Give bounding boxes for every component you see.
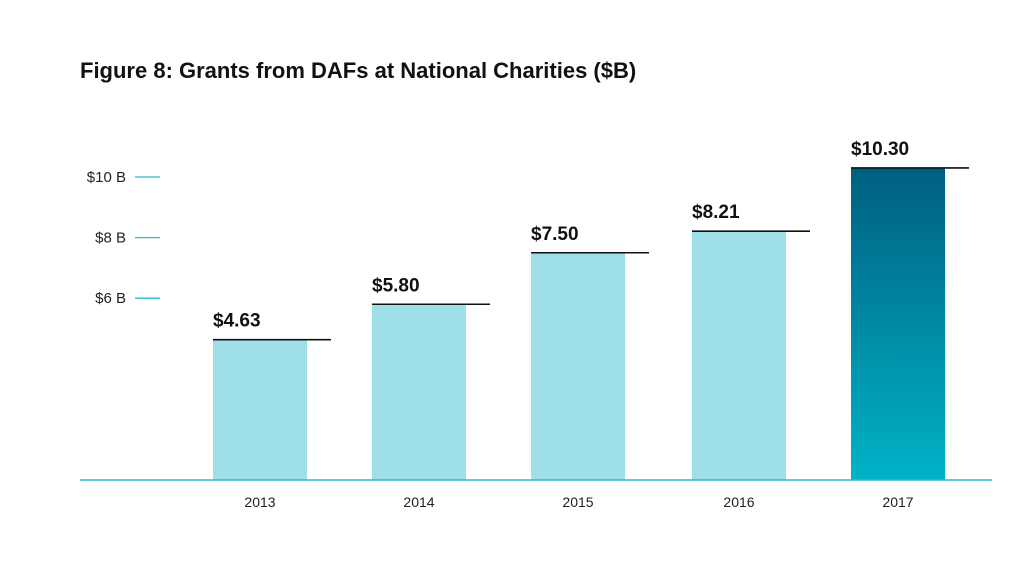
bar-2015 [531, 252, 625, 480]
chart-title: Figure 8: Grants from DAFs at National C… [80, 58, 637, 83]
data-label-2013: $4.63 [213, 311, 261, 332]
bars: $4.63 $5.80 $7.50 $8.21 $10.30 [213, 139, 969, 480]
x-tick-label-2014: 2014 [403, 494, 434, 510]
bar-2014 [372, 304, 466, 480]
y-tick-label: $10 B [87, 169, 126, 186]
bar-2016 [692, 231, 786, 480]
bar-2017 [851, 167, 945, 480]
data-label-2015: $7.50 [531, 224, 579, 245]
x-tick-label-2017: 2017 [882, 494, 913, 510]
data-label-2016: $8.21 [692, 202, 740, 223]
data-label-2014: $5.80 [372, 275, 420, 296]
y-tick-label: $6 B [95, 290, 126, 307]
y-tick-label: $8 B [95, 230, 126, 247]
x-axis: 2013 2014 2015 2016 2017 [244, 494, 913, 510]
x-tick-label-2016: 2016 [723, 494, 754, 510]
bar-2013 [213, 339, 307, 480]
x-tick-label-2015: 2015 [562, 494, 593, 510]
data-label-2017: $10.30 [851, 139, 909, 160]
y-axis: $6 B $8 B $10 B [87, 169, 160, 307]
x-tick-label-2013: 2013 [244, 494, 275, 510]
